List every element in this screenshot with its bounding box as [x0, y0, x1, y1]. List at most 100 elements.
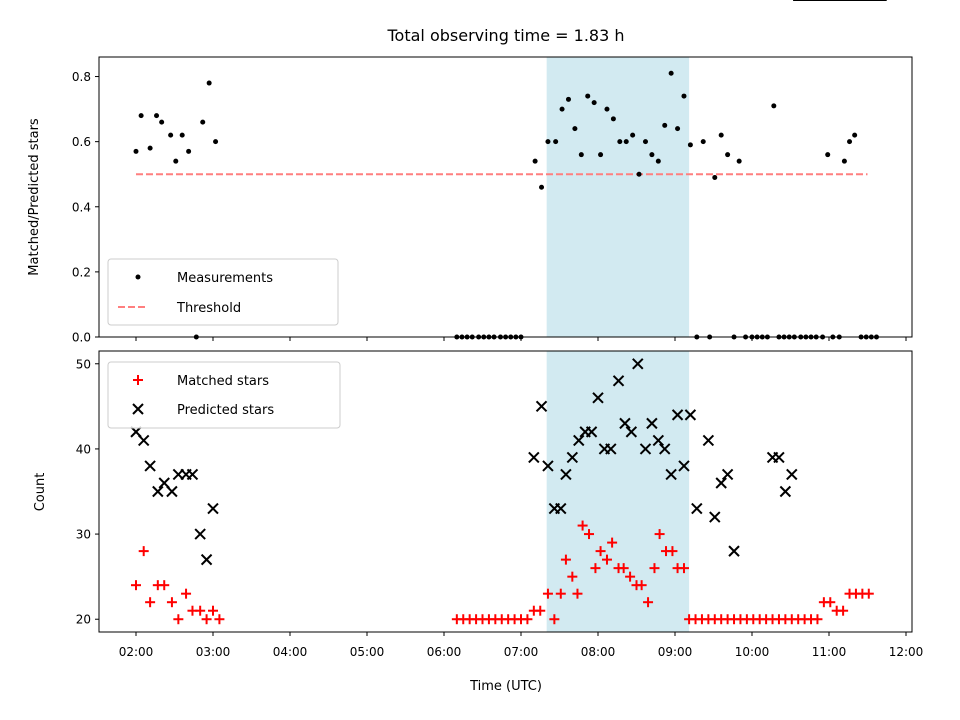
predicted-point: [566, 451, 579, 464]
predicted-point: [585, 426, 598, 438]
predicted-point: [665, 468, 677, 481]
measurement-point: [636, 171, 642, 177]
top-y-tick-label: 0.8: [72, 70, 91, 84]
legend-marker-predicted: [132, 403, 144, 415]
matched-point: [643, 597, 654, 608]
predicted-point: [639, 443, 652, 455]
predicted-point: [773, 451, 785, 464]
bottom-y-axis-label: Count: [33, 473, 48, 512]
measurement-point: [539, 184, 545, 190]
matched-point: [590, 563, 601, 574]
matched-point: [601, 554, 612, 565]
measurement-point: [610, 116, 616, 122]
x-axis-label: Time (UTC): [469, 679, 542, 694]
predicted-point: [671, 409, 684, 421]
x-tick-label: 08:00: [581, 645, 616, 659]
matched-point: [812, 614, 823, 625]
predicted-point: [528, 451, 540, 464]
measurement-point: [712, 174, 718, 180]
legend-label-predicted: Predicted stars: [177, 403, 274, 418]
x-tick-label: 06:00: [427, 645, 462, 659]
predicted-point: [652, 434, 665, 447]
predicted-point: [535, 400, 548, 413]
predicted-point: [691, 502, 703, 515]
measurement-point: [206, 80, 212, 86]
measurement-point: [133, 148, 139, 154]
matched-point: [595, 546, 606, 557]
predicted-point: [646, 417, 658, 430]
predicted-point: [619, 417, 631, 430]
matched-point: [825, 597, 836, 608]
matched-point: [166, 597, 177, 608]
matched-point: [607, 537, 618, 548]
top-y-tick-label: 0.0: [72, 331, 91, 345]
predicted-point: [721, 468, 734, 481]
bottom-y-tick-label: 30: [76, 528, 91, 542]
measurement-point: [630, 132, 636, 138]
matched-point: [138, 546, 149, 557]
matched-point: [572, 588, 583, 599]
matched-point: [577, 520, 588, 531]
predicted-point: [625, 426, 638, 438]
measurement-point: [725, 152, 731, 158]
predicted-point: [779, 485, 792, 498]
measurement-point: [154, 113, 160, 119]
top-panel: 0.0 0.2 0.4 0.6 0.8: [72, 56, 913, 345]
legend-label-threshold: Threshold: [176, 301, 241, 316]
matched-point: [678, 563, 689, 574]
matched-point: [654, 529, 665, 540]
legend-label-measurements: Measurements: [177, 271, 273, 286]
top-y-axis-label: Matched/Predicted stars: [27, 118, 42, 276]
predicted-point: [152, 485, 164, 498]
measurement-point: [700, 139, 706, 145]
measurement-point: [852, 132, 858, 138]
top-y-tick-label: 0.2: [72, 265, 91, 279]
predicted-point: [573, 434, 585, 447]
measurement-point: [186, 148, 192, 154]
predicted-point: [684, 409, 697, 421]
measurement-point: [681, 93, 687, 99]
measurement-point: [559, 106, 565, 112]
measurement-point: [623, 139, 629, 145]
measurement-point: [147, 145, 153, 151]
measurement-point: [718, 132, 724, 138]
measurement-point: [687, 142, 693, 148]
predicted-point: [555, 502, 567, 515]
measurement-point: [825, 152, 831, 158]
measurement-point: [565, 96, 571, 102]
measurement-point: [545, 139, 551, 145]
predicted-point: [144, 460, 156, 472]
matched-point: [159, 580, 170, 591]
predicted-point: [207, 502, 219, 515]
bottom-legend: Matched stars Predicted stars: [107, 361, 341, 429]
bottom-y-tick-label: 50: [76, 357, 91, 371]
matched-point: [535, 605, 546, 616]
matched-point: [201, 614, 212, 625]
top-legend: Measurements Threshold: [107, 258, 339, 326]
measurement-point: [553, 139, 559, 145]
bottom-shaded-interval: [546, 351, 690, 632]
matched-point: [522, 614, 533, 625]
predicted-point: [605, 443, 617, 455]
measurement-point: [585, 93, 591, 99]
predicted-point: [632, 358, 644, 370]
measurement-point: [617, 139, 623, 145]
top-plot-frame: [98, 56, 913, 338]
matched-point: [131, 580, 141, 591]
matched-point: [549, 614, 560, 625]
matched-point: [214, 614, 225, 625]
predicted-point: [612, 375, 625, 387]
legend-label-matched: Matched stars: [177, 374, 269, 389]
x-tick-label: 02:00: [119, 645, 154, 659]
predicted-point: [702, 434, 715, 447]
chart-title: Total observing time = 1.83 h: [386, 26, 624, 45]
measurement-point: [662, 122, 668, 128]
x-tick-label: 09:00: [658, 645, 693, 659]
matched-point: [863, 588, 874, 599]
x-tick-label: 10:00: [735, 645, 770, 659]
top-y-tick-label: 0.4: [72, 200, 91, 214]
measurement-point: [847, 139, 853, 145]
bottom-plot-frame: [98, 350, 913, 633]
matched-point: [618, 563, 629, 574]
